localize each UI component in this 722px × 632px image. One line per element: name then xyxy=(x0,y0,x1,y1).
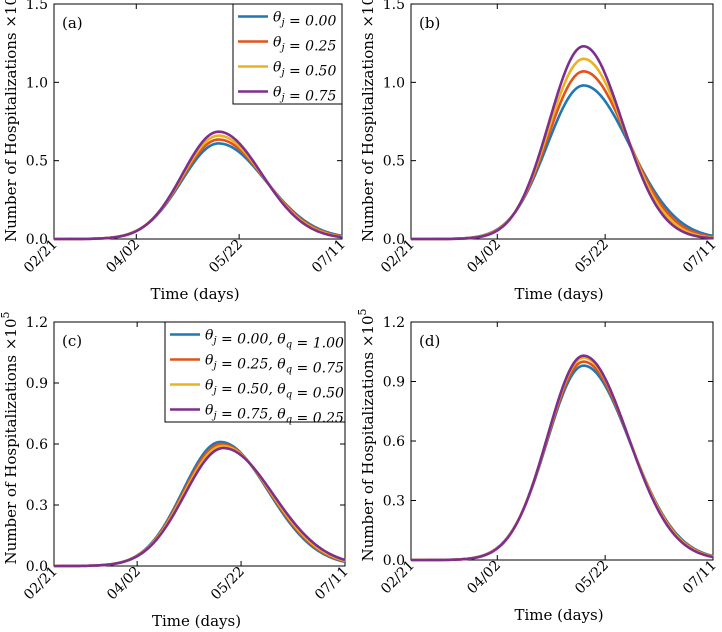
y-tick-label: 0.0 xyxy=(383,232,405,248)
x-tick-label: 07/11 xyxy=(680,237,720,277)
y-tick-label: 0.6 xyxy=(26,437,48,453)
y-tick-label: 0.0 xyxy=(383,553,405,569)
y-tick-label: 0.9 xyxy=(383,375,405,391)
series-line-2 xyxy=(53,444,346,568)
x-axis-label: Time (days) xyxy=(514,285,603,303)
y-axis-label: Number of Hospitalizations ×105 xyxy=(0,0,20,242)
y-tick-label: 1.0 xyxy=(26,75,48,91)
series-line-1 xyxy=(410,70,714,241)
x-axis-label: Time (days) xyxy=(150,285,239,303)
panel-label: (d) xyxy=(419,332,440,350)
y-tick-label: 1.2 xyxy=(26,315,48,331)
y-axis-label-exponent: 5 xyxy=(0,311,12,318)
y-tick-label: 0.5 xyxy=(26,154,48,170)
y-tick-label: 0.9 xyxy=(26,376,48,392)
series-line-1 xyxy=(53,138,343,241)
y-axis-label: Number of Hospitalizations ×105 xyxy=(356,0,377,242)
x-tick-label: 07/11 xyxy=(680,558,720,598)
y-tick-label: 1.2 xyxy=(383,315,405,331)
panel-b: 0.00.51.01.502/21 04/02 05/22 07/11(b)Time … xyxy=(356,0,720,303)
y-tick-label: 1.5 xyxy=(383,0,405,13)
axes-frame xyxy=(53,3,343,240)
x-tick-label: 04/02 xyxy=(103,237,143,277)
series-line-2 xyxy=(53,134,343,241)
y-tick-label: 0.3 xyxy=(26,498,48,514)
x-axis-label: Time (days) xyxy=(152,612,241,630)
x-tick-label: 05/22 xyxy=(206,237,246,277)
series-line-1 xyxy=(53,442,346,568)
x-tick-label: 04/02 xyxy=(464,558,504,598)
y-axis-label-text: Number of Hospitalizations ×10 xyxy=(359,315,377,561)
axes-frame xyxy=(410,3,714,240)
series-line-3 xyxy=(410,45,714,241)
y-tick-label: 0.0 xyxy=(26,232,48,248)
legend-entry-0: θj = 0.00 xyxy=(273,10,336,30)
y-tick-label: 0.0 xyxy=(26,559,48,575)
y-tick-label: 0.3 xyxy=(383,494,405,510)
series-line-3 xyxy=(53,446,346,568)
y-axis-label-text: Number of Hospitalizations ×10 xyxy=(359,0,377,242)
legend-entry-2: θj = 0.50 xyxy=(273,60,336,80)
legend-entry-1: θj = 0.25 xyxy=(273,35,336,55)
x-axis-label: Time (days) xyxy=(514,606,603,624)
legend: θj = 0.00 θj = 0.25 θj = 0.50 θj = 0.75 xyxy=(232,3,343,105)
legend-entry-2: θj = 0.50, θq = 0.50 xyxy=(205,378,344,402)
x-tick-label: 05/22 xyxy=(572,558,612,598)
legend-entry-1: θj = 0.25, θq = 0.75 xyxy=(205,353,344,377)
legend-entry-3: θj = 0.75, θq = 0.25 xyxy=(205,403,344,427)
y-axis-label-exponent: 5 xyxy=(356,308,369,315)
legend-box xyxy=(164,321,346,423)
panel-c: 0.00.30.60.91.202/21 04/02 05/22 07/11(c)Ti… xyxy=(0,311,352,630)
series-line-3 xyxy=(53,130,343,241)
panel-d: 0.00.30.60.91.202/21 04/02 05/22 07/11(d)Ti… xyxy=(356,308,720,624)
panel-label: (c) xyxy=(62,332,82,350)
x-tick-label: 07/11 xyxy=(312,564,352,604)
y-tick-label: 1.5 xyxy=(26,0,48,13)
legend-entry-0: θj = 0.00, θq = 1.00 xyxy=(205,328,344,352)
x-tick-label: 05/22 xyxy=(572,237,612,277)
panel-label: (b) xyxy=(419,14,440,32)
y-tick-label: 1.0 xyxy=(383,75,405,91)
y-axis-label-text: Number of Hospitalizations ×10 xyxy=(2,318,20,564)
x-tick-label: 04/02 xyxy=(104,564,144,604)
panel-a: 0.00.51.01.502/21 04/02 05/22 07/11(a)Time … xyxy=(0,0,349,303)
x-tick-label: 05/22 xyxy=(208,564,248,604)
series-line-0 xyxy=(53,142,343,241)
y-tick-label: 0.6 xyxy=(383,434,405,450)
panel-label: (a) xyxy=(62,14,83,32)
series-line-3 xyxy=(410,354,714,562)
legend-box xyxy=(232,3,343,105)
legend-entry-3: θj = 0.75 xyxy=(273,85,336,105)
x-tick-label: 07/11 xyxy=(309,237,349,277)
y-axis-label: Number of Hospitalizations ×105 xyxy=(0,311,20,564)
y-axis-label: Number of Hospitalizations ×105 xyxy=(356,308,377,561)
y-axis-label-text: Number of Hospitalizations ×10 xyxy=(2,0,20,242)
x-tick-label: 04/02 xyxy=(464,237,504,277)
y-tick-label: 0.5 xyxy=(383,154,405,170)
